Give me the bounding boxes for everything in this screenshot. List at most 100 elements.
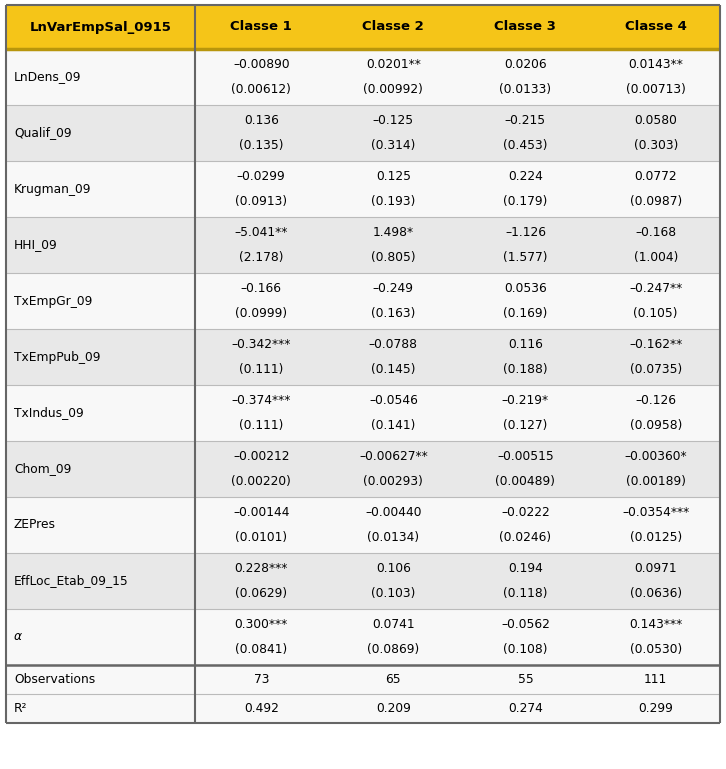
Text: (0.145): (0.145) — [371, 363, 415, 376]
Text: 55: 55 — [518, 673, 534, 686]
Text: (0.00189): (0.00189) — [626, 474, 686, 488]
Text: –0.00515: –0.00515 — [497, 450, 554, 463]
Text: –0.219*: –0.219* — [502, 394, 549, 407]
Bar — [6, 161, 720, 217]
Text: Classe 3: Classe 3 — [494, 21, 556, 34]
Text: (0.314): (0.314) — [371, 139, 415, 151]
Text: –0.0546: –0.0546 — [369, 394, 417, 407]
Text: (0.105): (0.105) — [634, 307, 678, 320]
Text: (0.0636): (0.0636) — [629, 587, 682, 600]
Text: (0.0133): (0.0133) — [499, 83, 552, 96]
Text: 111: 111 — [644, 673, 667, 686]
Text: (0.00612): (0.00612) — [232, 83, 291, 96]
Text: ZEPres: ZEPres — [14, 518, 56, 531]
Text: 0.143***: 0.143*** — [629, 618, 682, 631]
Text: (0.00489): (0.00489) — [495, 474, 555, 488]
Bar — [6, 497, 720, 553]
Text: –0.0299: –0.0299 — [237, 170, 285, 182]
Text: 0.228***: 0.228*** — [234, 561, 288, 574]
Bar — [6, 273, 720, 329]
Text: 1.498*: 1.498* — [372, 225, 414, 238]
Text: (0.00992): (0.00992) — [364, 83, 423, 96]
Text: 0.274: 0.274 — [508, 702, 543, 715]
Text: (0.0913): (0.0913) — [235, 195, 287, 208]
Text: (0.453): (0.453) — [503, 139, 547, 151]
Text: Observations: Observations — [14, 673, 95, 686]
Bar — [6, 105, 720, 161]
Text: –0.00360*: –0.00360* — [624, 450, 687, 463]
Text: 0.224: 0.224 — [508, 170, 543, 182]
Text: 0.136: 0.136 — [244, 114, 279, 127]
Text: Chom_09: Chom_09 — [14, 462, 71, 475]
Text: –0.126: –0.126 — [635, 394, 676, 407]
Text: 0.125: 0.125 — [376, 170, 411, 182]
Text: (0.0958): (0.0958) — [629, 419, 682, 432]
Text: –0.0222: –0.0222 — [501, 506, 550, 518]
Text: (0.0841): (0.0841) — [235, 643, 287, 656]
Text: (0.169): (0.169) — [503, 307, 547, 320]
Text: –0.00627**: –0.00627** — [359, 450, 428, 463]
Text: –0.374***: –0.374*** — [232, 394, 291, 407]
Text: (0.0987): (0.0987) — [629, 195, 682, 208]
Text: Qualif_09: Qualif_09 — [14, 126, 72, 139]
Text: LnVarEmpSal_0915: LnVarEmpSal_0915 — [30, 21, 171, 34]
Text: (0.127): (0.127) — [503, 419, 547, 432]
Text: 0.0206: 0.0206 — [504, 58, 547, 71]
Text: α: α — [14, 631, 22, 644]
Text: EffLoc_Etab_09_15: EffLoc_Etab_09_15 — [14, 574, 129, 588]
Text: (0.0629): (0.0629) — [235, 587, 287, 600]
Text: (0.103): (0.103) — [371, 587, 415, 600]
Text: 0.116: 0.116 — [508, 338, 543, 351]
Text: Classe 1: Classe 1 — [230, 21, 292, 34]
Text: –0.125: –0.125 — [372, 114, 414, 127]
Text: (1.004): (1.004) — [634, 251, 678, 264]
Text: –0.215: –0.215 — [505, 114, 546, 127]
Bar — [6, 329, 720, 385]
Text: –0.0788: –0.0788 — [369, 338, 418, 351]
Text: 0.0580: 0.0580 — [635, 114, 677, 127]
Text: (0.0735): (0.0735) — [629, 363, 682, 376]
Text: (0.805): (0.805) — [371, 251, 416, 264]
Text: (2.178): (2.178) — [239, 251, 284, 264]
Text: (0.179): (0.179) — [503, 195, 547, 208]
Text: 0.0772: 0.0772 — [635, 170, 677, 182]
Text: (0.0530): (0.0530) — [629, 643, 682, 656]
Text: 0.209: 0.209 — [376, 702, 411, 715]
Text: 0.299: 0.299 — [638, 702, 673, 715]
Text: R²: R² — [14, 702, 28, 715]
Bar — [6, 385, 720, 441]
Bar — [6, 441, 720, 497]
Text: HHI_09: HHI_09 — [14, 238, 58, 251]
Text: –0.162**: –0.162** — [629, 338, 682, 351]
Text: 0.106: 0.106 — [376, 561, 411, 574]
Text: –0.166: –0.166 — [241, 281, 282, 295]
Text: 0.0201**: 0.0201** — [366, 58, 421, 71]
Bar — [6, 553, 720, 609]
Text: (0.0101): (0.0101) — [235, 531, 287, 544]
Text: (0.193): (0.193) — [371, 195, 415, 208]
Text: LnDens_09: LnDens_09 — [14, 71, 81, 84]
Text: –1.126: –1.126 — [505, 225, 546, 238]
Text: 0.0143**: 0.0143** — [628, 58, 683, 71]
Text: –0.00144: –0.00144 — [233, 506, 290, 518]
Text: TxEmpPub_09: TxEmpPub_09 — [14, 351, 100, 364]
Text: 0.492: 0.492 — [244, 702, 279, 715]
Text: (0.0869): (0.0869) — [367, 643, 420, 656]
Bar — [6, 665, 720, 694]
Text: (0.163): (0.163) — [371, 307, 415, 320]
Text: (0.303): (0.303) — [634, 139, 678, 151]
Text: –0.00212: –0.00212 — [233, 450, 290, 463]
Text: (0.0999): (0.0999) — [235, 307, 287, 320]
Text: 0.300***: 0.300*** — [234, 618, 288, 631]
Text: –0.00890: –0.00890 — [233, 58, 290, 71]
Text: 65: 65 — [386, 673, 401, 686]
Text: TxIndus_09: TxIndus_09 — [14, 407, 83, 420]
Text: 0.0741: 0.0741 — [372, 618, 415, 631]
Text: (0.141): (0.141) — [371, 419, 415, 432]
Text: –0.0354***: –0.0354*** — [622, 506, 690, 518]
Text: –0.342***: –0.342*** — [232, 338, 291, 351]
Text: (0.0125): (0.0125) — [629, 531, 682, 544]
Text: (0.118): (0.118) — [503, 587, 547, 600]
Text: (0.00713): (0.00713) — [626, 83, 685, 96]
Text: (0.0246): (0.0246) — [499, 531, 552, 544]
